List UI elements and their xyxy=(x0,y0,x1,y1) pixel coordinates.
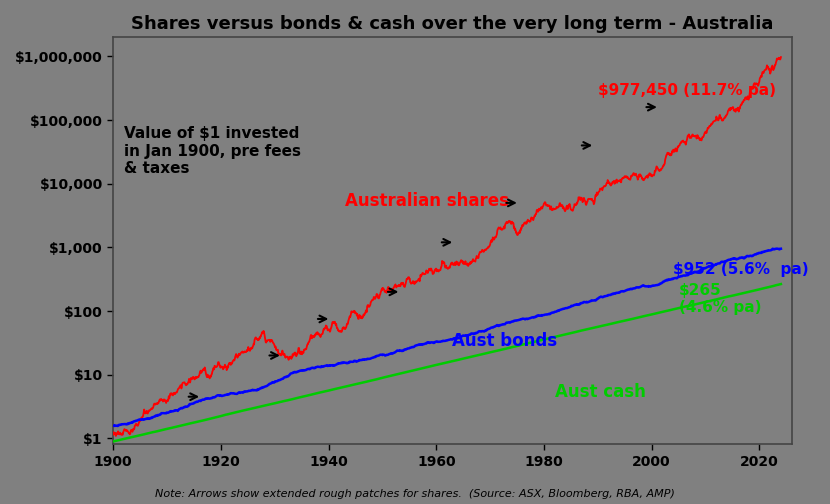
Text: Value of $1 invested
in Jan 1900, pre fees
& taxes: Value of $1 invested in Jan 1900, pre fe… xyxy=(124,127,301,176)
Text: $977,450 (11.7% pa): $977,450 (11.7% pa) xyxy=(598,83,776,98)
Text: Aust cash: Aust cash xyxy=(554,383,646,401)
Text: Aust bonds: Aust bonds xyxy=(452,332,558,350)
Text: Australian shares: Australian shares xyxy=(344,192,509,210)
Text: $952 (5.6%  pa): $952 (5.6% pa) xyxy=(673,262,809,277)
Text: $265
(4.6% pa): $265 (4.6% pa) xyxy=(679,283,761,316)
Title: Shares versus bonds & cash over the very long term - Australia: Shares versus bonds & cash over the very… xyxy=(131,15,774,33)
Text: Note: Arrows show extended rough patches for shares.  (Source: ASX, Bloomberg, R: Note: Arrows show extended rough patches… xyxy=(155,489,675,499)
